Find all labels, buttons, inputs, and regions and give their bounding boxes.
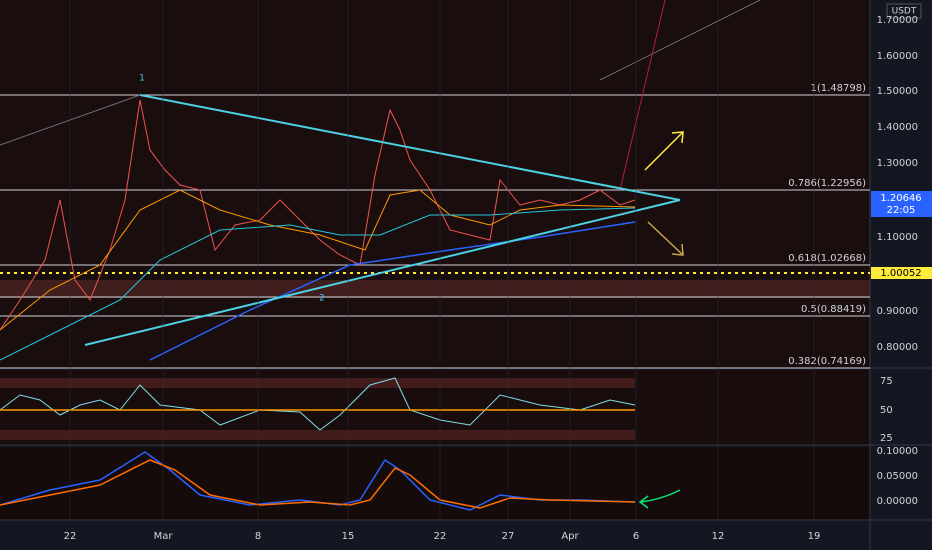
arrow-up bbox=[644, 131, 684, 171]
price-tick: 1.70000 bbox=[877, 15, 918, 26]
fib-label: 0.618(1.02668) bbox=[788, 253, 866, 264]
macd-tick: 0.10000 bbox=[877, 446, 918, 457]
current-price: 1.20646 bbox=[880, 193, 921, 204]
price-tick: 1.10000 bbox=[877, 232, 918, 243]
signal-line bbox=[0, 459, 636, 509]
line-price-box bbox=[871, 267, 932, 279]
currency: USDT bbox=[892, 7, 917, 17]
time-tick: 27 bbox=[502, 531, 515, 542]
rsi-line bbox=[0, 377, 636, 431]
wave-label: 2 bbox=[319, 294, 325, 304]
rsi-band bbox=[0, 378, 635, 388]
zone bbox=[0, 280, 870, 298]
time-tick: 6 bbox=[633, 531, 639, 542]
rsi-band bbox=[0, 430, 635, 440]
price-tick: 0.90000 bbox=[877, 306, 918, 317]
time-tick: 12 bbox=[712, 531, 725, 542]
trend-line bbox=[599, 0, 761, 81]
fib-label: 0.786(1.22956) bbox=[788, 178, 866, 189]
trend-line bbox=[619, 0, 666, 191]
time-tick: Mar bbox=[154, 531, 174, 542]
arrow-left bbox=[638, 489, 681, 509]
fib-label: 1(1.48798) bbox=[810, 83, 866, 94]
wave-label: 1 bbox=[139, 74, 145, 84]
time-tick: 15 bbox=[342, 531, 355, 542]
fib-label: 0.382(0.74169) bbox=[788, 356, 866, 367]
price-pane bbox=[0, 0, 870, 368]
currency-box bbox=[886, 3, 922, 19]
moving-average bbox=[0, 189, 636, 331]
current-price-box bbox=[871, 191, 932, 217]
rsi-tick: 75 bbox=[880, 376, 893, 387]
line-price: 1.00052 bbox=[880, 268, 921, 279]
price-series bbox=[0, 99, 636, 331]
macd-tick: 0.00000 bbox=[877, 496, 918, 507]
macd-tick: 0.05000 bbox=[877, 471, 918, 482]
rsi-tick: 50 bbox=[880, 405, 893, 416]
price-tick: 1.60000 bbox=[877, 51, 918, 62]
time-tick: 8 bbox=[255, 531, 261, 542]
rsi-tick: 25 bbox=[880, 433, 893, 444]
time-tick: 22 bbox=[434, 531, 447, 542]
macd-pane bbox=[0, 447, 870, 520]
price-tick: 0.80000 bbox=[877, 342, 918, 353]
triangle-upper bbox=[139, 94, 681, 201]
time-tick: 19 bbox=[808, 531, 821, 542]
moving-average bbox=[0, 207, 636, 361]
moving-average bbox=[149, 221, 636, 361]
triangle-lower bbox=[84, 199, 681, 346]
price-tick: 1.30000 bbox=[877, 158, 918, 169]
fib-label: 0.5(0.88419) bbox=[801, 304, 866, 315]
countdown: 22:05 bbox=[887, 205, 916, 216]
time-tick: Apr bbox=[561, 531, 579, 542]
price-tick: 1.50000 bbox=[877, 86, 918, 97]
time-tick: 22 bbox=[64, 531, 77, 542]
price-tick: 1.40000 bbox=[877, 122, 918, 133]
macd-line bbox=[0, 451, 636, 511]
arrow-down bbox=[647, 221, 684, 256]
